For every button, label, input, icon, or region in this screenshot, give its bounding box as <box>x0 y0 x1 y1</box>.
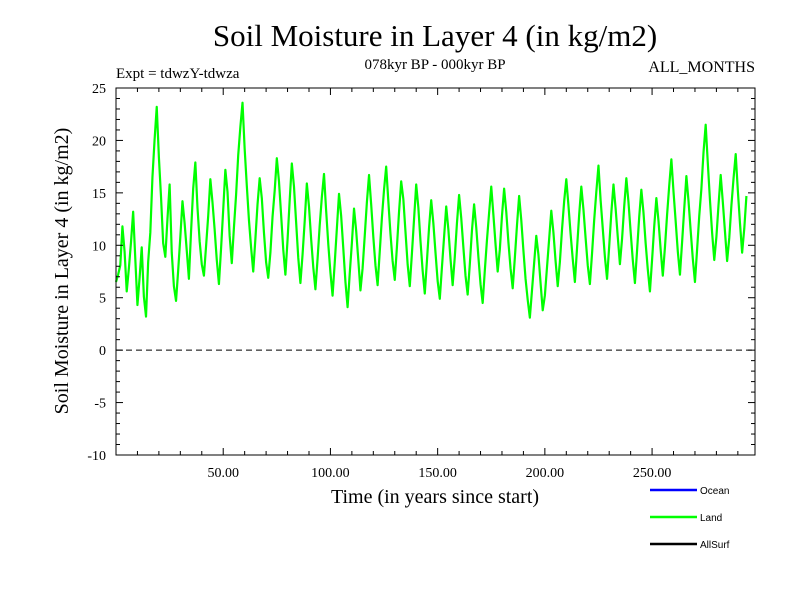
series-line-land <box>114 101 748 319</box>
axes: -10 -5 0 5 10 15 20 25 50.00 100.00 150.00 200.00 25… <box>87 82 756 481</box>
y-tick-label: 25 <box>92 82 106 97</box>
legend-label-ocean: Ocean <box>700 486 729 497</box>
y-tick-label: 0 <box>99 344 106 359</box>
y-tick-label: -5 <box>94 397 106 412</box>
y-tick-label: 20 <box>92 134 106 149</box>
y-tick-label: -10 <box>87 449 106 464</box>
plot-frame <box>115 87 756 456</box>
chart-title: Soil Moisture in Layer 4 (in kg/m2) <box>213 18 657 53</box>
x-tick-label: 200.00 <box>526 466 565 481</box>
x-tick-label: 50.00 <box>207 466 239 481</box>
x-tick-label: 100.00 <box>311 466 350 481</box>
legend-label-land: Land <box>700 513 722 524</box>
y-tick-label: 10 <box>92 239 106 254</box>
y-tick-label: 15 <box>92 187 106 202</box>
expt-label: Expt = tdwzY-tdwza <box>116 66 240 82</box>
plot-area <box>114 101 748 319</box>
x-tick-label: 250.00 <box>633 466 672 481</box>
y-axis-label: Soil Moisture in Layer 4 (in kg/m2) <box>51 128 73 415</box>
legend-label-allsurf: AllSurf <box>700 540 730 551</box>
y-tick-label: 5 <box>99 292 106 307</box>
x-axis-label: Time (in years since start) <box>331 486 539 508</box>
months-label: ALL_MONTHS <box>648 59 755 76</box>
x-tick-label: 150.00 <box>418 466 457 481</box>
legend: Ocean Land AllSurf <box>650 486 730 551</box>
period-label: 078kyr BP - 000kyr BP <box>364 57 505 73</box>
